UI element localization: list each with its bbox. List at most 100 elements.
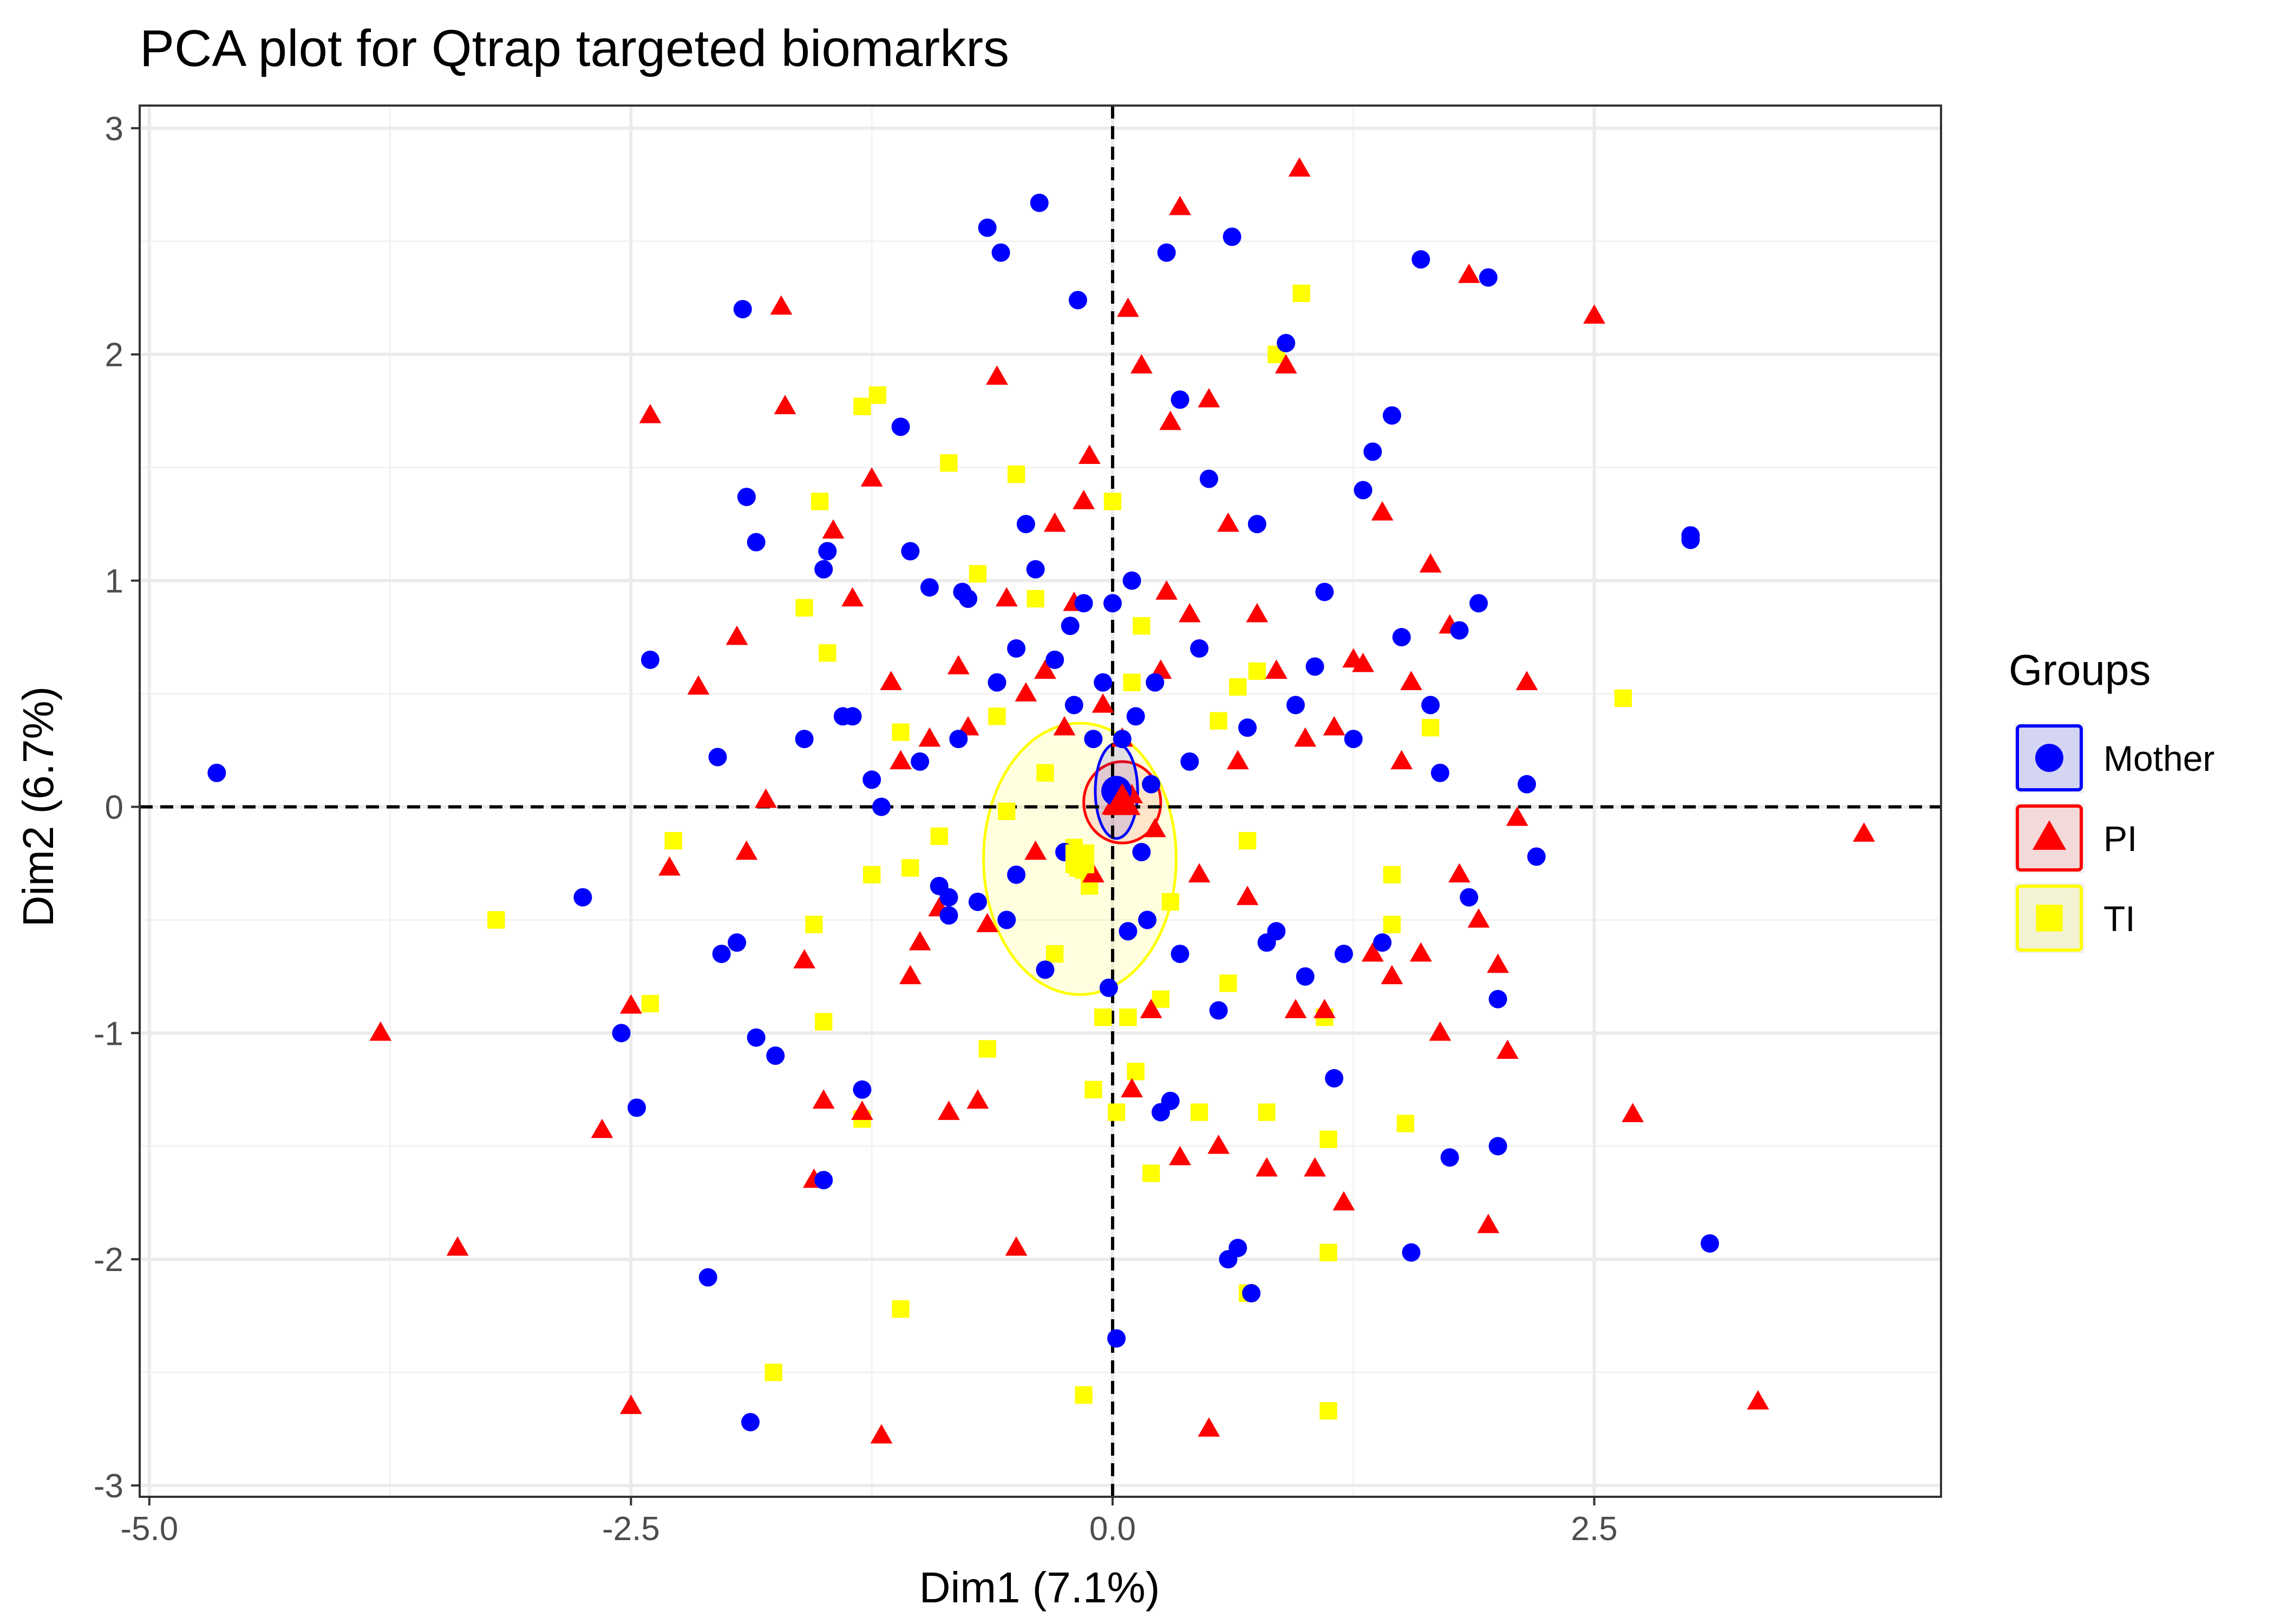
data-point-mother [1344, 730, 1363, 749]
x-tick-label: -2.5 [602, 1510, 660, 1548]
data-point-ti [815, 1013, 833, 1031]
data-point-pi [1236, 886, 1259, 905]
data-point-mother [795, 730, 814, 749]
data-point-mother [1138, 911, 1156, 929]
data-point-ti [1007, 466, 1025, 483]
data-point-pi [966, 1089, 989, 1109]
data-point-ti [1152, 990, 1170, 1008]
data-point-mother [747, 533, 766, 552]
data-point-pi [369, 1021, 392, 1041]
data-point-ti [1258, 1103, 1276, 1121]
data-point-pi [899, 965, 922, 985]
data-point-mother [1517, 775, 1536, 794]
data-point-pi [986, 365, 1008, 385]
data-point-pi [1130, 354, 1153, 374]
data-point-ti [862, 866, 881, 883]
data-point-pi [1284, 999, 1307, 1018]
data-point-pi [1169, 1145, 1191, 1165]
group-mean-pi [1104, 783, 1141, 815]
data-point-pi [870, 1424, 893, 1444]
data-point-pi [851, 1101, 873, 1120]
x-tick-label: 0.0 [1089, 1510, 1136, 1548]
data-point-mother [1363, 442, 1382, 461]
series-pi [369, 157, 1876, 1444]
data-point-ti [1027, 590, 1044, 608]
data-point-pi [1073, 489, 1095, 509]
data-point-pi [1400, 671, 1422, 690]
x-tick-label: 2.5 [1571, 1510, 1617, 1548]
data-point-mother [741, 1413, 760, 1432]
data-point-pi [1198, 388, 1220, 408]
data-point-pi [1226, 750, 1249, 770]
data-point-mother [1126, 707, 1145, 726]
data-point-mother [1681, 531, 1700, 549]
data-point-mother [1421, 696, 1440, 715]
data-point-mother [1142, 775, 1161, 794]
legend-item-mother: Mother [2014, 723, 2214, 793]
data-point-pi [1265, 659, 1288, 679]
data-point-mother [1229, 1239, 1247, 1258]
data-point-mother [1016, 515, 1035, 534]
data-point-ti [998, 802, 1016, 820]
data-point-mother [1113, 730, 1132, 749]
y-tick-label: 3 [105, 110, 123, 148]
data-point-pi [1429, 1021, 1452, 1041]
data-point-pi [591, 1118, 613, 1138]
data-point-pi [1506, 806, 1528, 826]
group-mean-ti [1065, 844, 1095, 874]
data-point-ti [1107, 1103, 1126, 1121]
data-point-pi [619, 994, 642, 1014]
data-point-ti [1248, 662, 1266, 680]
data-point-pi [1853, 822, 1876, 842]
data-point-pi [1458, 263, 1480, 283]
data-point-mother [872, 797, 891, 816]
legend-label-ti: TI [2103, 899, 2135, 939]
data-point-mother [1430, 763, 1449, 782]
data-point-mother [1099, 978, 1118, 997]
data-point-mother [978, 218, 997, 237]
data-point-ti [1142, 1164, 1160, 1182]
data-point-ti [868, 386, 886, 404]
data-point-mother [1469, 594, 1488, 613]
data-point-mother [708, 748, 727, 767]
data-point-mother [1460, 888, 1479, 907]
data-point-mother [1084, 730, 1103, 749]
data-point-mother [891, 417, 910, 436]
data-point-pi [860, 467, 883, 487]
legend-label-mother: Mother [2103, 738, 2214, 778]
data-point-pi [1352, 652, 1374, 672]
data-point-pi [1143, 817, 1166, 837]
data-point-ti [1127, 1063, 1145, 1081]
data-point-mother [737, 487, 756, 506]
data-point-pi [1140, 999, 1162, 1018]
data-point-pi [880, 671, 903, 690]
data-point-pi [1304, 1157, 1326, 1177]
data-point-pi [1256, 1157, 1278, 1177]
data-point-mother [1026, 560, 1045, 579]
data-point-pi [1515, 671, 1538, 690]
y-tick-label: 0 [105, 789, 123, 826]
data-point-ti [978, 1040, 996, 1058]
x-tick-label: -5.0 [120, 1510, 178, 1548]
data-point-ti [930, 827, 948, 845]
data-point-mother [1146, 673, 1165, 692]
data-point-mother [1392, 628, 1411, 647]
data-point-ti [892, 723, 910, 741]
data-point-mother [1209, 1001, 1228, 1020]
data-point-pi [1034, 659, 1056, 679]
data-point-ti [641, 994, 659, 1013]
data-point-mother [1036, 960, 1055, 979]
data-point-pi [793, 949, 816, 968]
data-point-pi [774, 395, 796, 415]
data-point-ti [1084, 1081, 1102, 1098]
data-point-pi [947, 654, 970, 675]
data-point-mother [1074, 594, 1093, 613]
data-point-pi [1015, 682, 1037, 702]
data-point-mother [959, 589, 978, 608]
data-point-mother [949, 730, 968, 749]
data-point-pi [976, 913, 999, 933]
data-point-mother [1171, 390, 1190, 409]
data-point-pi [812, 1089, 835, 1109]
data-point-mother [1119, 922, 1138, 941]
data-point-mother [1450, 621, 1469, 640]
